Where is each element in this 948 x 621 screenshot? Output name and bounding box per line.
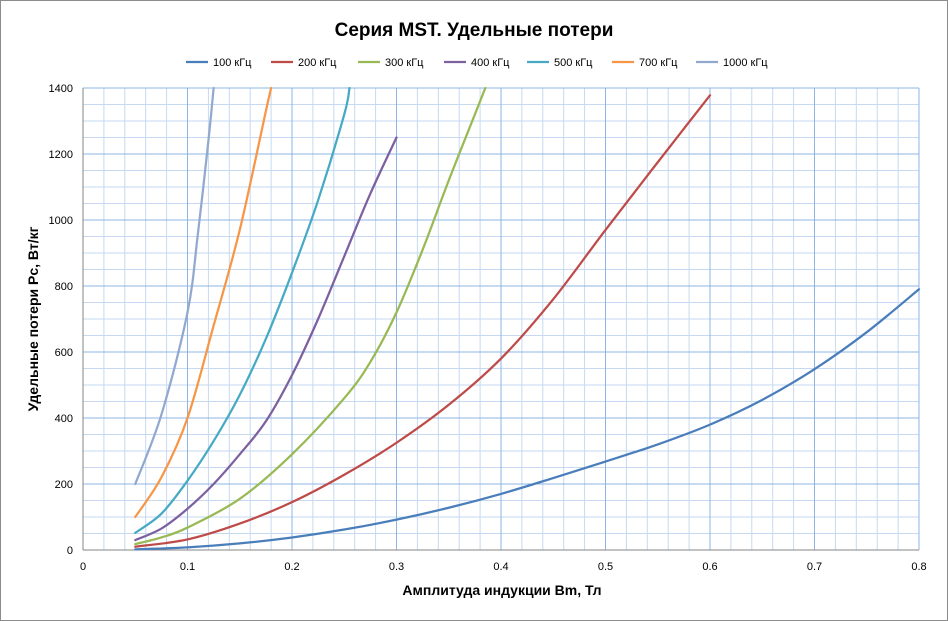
y-tick-label: 800 <box>55 281 73 293</box>
x-axis-title: Амплитуда индукции Bm, Тл <box>402 582 601 598</box>
x-tick-label: 0.1 <box>180 561 195 573</box>
y-tick-label: 1200 <box>49 149 73 161</box>
y-tick-label: 1000 <box>49 215 73 227</box>
x-tick-label: 0.8 <box>911 561 926 573</box>
y-tick-label: 400 <box>55 413 73 425</box>
legend-label: 300 кГц <box>385 57 424 69</box>
series-line-6 <box>134 86 215 486</box>
x-tick-label: 0.7 <box>807 561 822 573</box>
y-tick-label: 200 <box>55 479 73 491</box>
legend: 100 кГц 200 кГц 300 кГц 400 кГц 500 кГц 700 к… <box>186 57 768 69</box>
series-line-1 <box>134 94 712 548</box>
series-line-2 <box>134 86 487 546</box>
series-line-3 <box>134 136 398 542</box>
x-tick-label: 0 <box>80 561 86 573</box>
y-tick-label: 600 <box>55 347 73 359</box>
series-lines <box>134 86 921 551</box>
tick-labels: 0 0.1 0.2 0.3 0.4 0.5 0.6 0.7 0.8 0 200 400 600 800 10… <box>49 83 927 573</box>
grid <box>82 87 920 551</box>
x-tick-label: 0.5 <box>598 561 613 573</box>
series-line-5 <box>134 86 273 519</box>
chart-title: Серия MST. Удельные потери <box>335 20 614 41</box>
y-tick-label: 1400 <box>49 83 73 95</box>
series-line-0 <box>134 288 921 551</box>
legend-label: 500 кГц <box>554 57 593 69</box>
series-line-4 <box>134 86 351 534</box>
y-axis-title: Удельные потери Pc, Вт/кг <box>25 226 41 411</box>
legend-label: 100 кГц <box>213 57 252 69</box>
x-tick-label: 0.4 <box>493 561 508 573</box>
x-tick-label: 0.2 <box>284 561 299 573</box>
legend-label: 200 кГц <box>298 57 337 69</box>
legend-label: 1000 кГц <box>723 57 768 69</box>
x-tick-label: 0.6 <box>702 561 717 573</box>
legend-label: 400 кГц <box>471 57 510 69</box>
legend-label: 700 кГц <box>639 57 678 69</box>
x-tick-label: 0.3 <box>389 561 404 573</box>
y-tick-label: 0 <box>67 545 73 557</box>
